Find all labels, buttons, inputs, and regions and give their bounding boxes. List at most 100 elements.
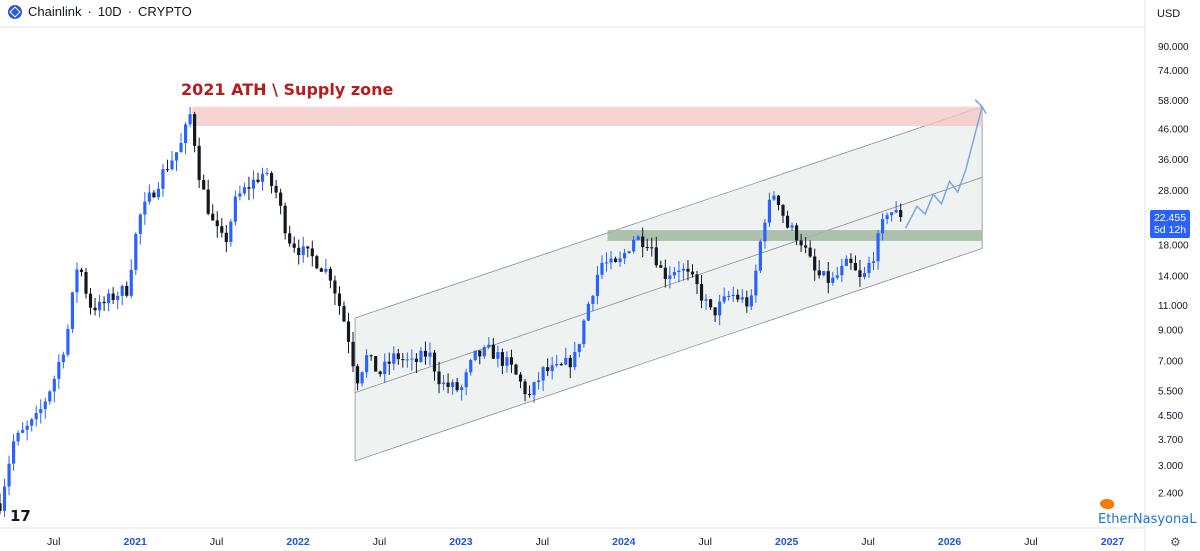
candle-body [143,201,147,215]
candle [758,239,762,274]
candle-body [808,247,812,257]
candle-body [767,199,772,223]
candle [776,194,781,211]
candle [419,346,423,363]
tradingview-logo[interactable]: 17 [10,507,31,525]
candle-body [374,356,378,372]
candle-body [432,352,437,372]
candle [401,352,405,368]
supply-zone [192,106,983,127]
candle-body [387,361,391,364]
candle [659,260,663,269]
candle-body [414,358,418,362]
candle [704,294,708,310]
candle [831,271,835,286]
candle-body [781,205,785,216]
zones [192,106,983,241]
candle-body [211,213,215,221]
candle [808,240,812,258]
candle-body [840,265,844,276]
candle [532,381,536,403]
candle-body [125,285,129,296]
candle-body [555,364,559,366]
candles [0,106,903,517]
candle-body [659,265,663,268]
candle [315,254,319,270]
candle-body [890,212,894,216]
candle [537,372,541,390]
candle [333,275,337,306]
settings-gear-icon[interactable]: ⚙ [1170,535,1181,549]
candle [197,137,201,188]
candle-body [822,271,826,276]
candle-body [39,409,43,414]
candle [731,286,735,302]
candle [432,350,437,381]
candle-body [772,195,776,200]
candle [188,106,192,128]
candle-body [342,305,346,322]
candle [84,267,88,299]
candle [509,349,514,374]
currency-button[interactable]: USD [1157,8,1181,20]
candle [328,266,332,289]
candle-body [11,441,16,464]
candle [482,345,486,359]
candle [609,250,613,270]
y-tick-label: 28.000 [1158,186,1189,197]
candle-body [455,382,459,391]
candle-body [618,258,622,262]
candle-body [319,268,323,272]
candle [681,263,686,281]
candle [97,294,102,318]
candle [301,236,305,263]
candle-body [654,247,658,266]
candle-body [292,243,296,248]
candle-body [487,344,491,348]
candle [396,348,400,365]
candle-body [727,295,731,297]
candle [260,167,265,191]
candle [577,343,581,358]
candle-body [21,429,25,433]
candle [767,192,772,228]
candle [487,337,491,350]
chart-header[interactable]: Chainlink · 10D · CRYPTO [8,4,192,19]
y-tick-label: 3.000 [1158,461,1183,472]
candle [844,255,848,267]
candle-body [681,268,686,271]
candle [202,174,206,190]
candle [129,259,133,299]
candle-body [107,293,111,304]
candle [306,246,310,258]
market: CRYPTO [138,4,192,19]
candle [899,203,903,222]
candle [383,353,387,383]
interval: 10D [97,4,122,19]
candle [586,301,590,322]
y-tick-label: 4.500 [1158,411,1183,422]
candle [229,219,233,247]
candle-body [451,382,455,387]
candle-body [795,225,799,241]
candle-body [668,275,672,279]
candle-body [188,114,192,125]
candle [817,260,821,279]
candle [279,188,283,215]
candle [346,312,351,354]
candle-body [469,360,473,373]
candle-body [645,247,649,249]
candle [224,224,228,253]
candle-body [527,394,532,396]
candle-body [871,261,876,263]
candle-body [93,307,97,311]
candle-body [523,381,527,395]
candle [179,133,183,153]
candle [274,179,278,199]
candle-body [34,413,38,420]
candle [835,266,839,280]
candle-body [351,341,355,367]
candle [853,255,858,271]
candle-body [785,215,790,228]
